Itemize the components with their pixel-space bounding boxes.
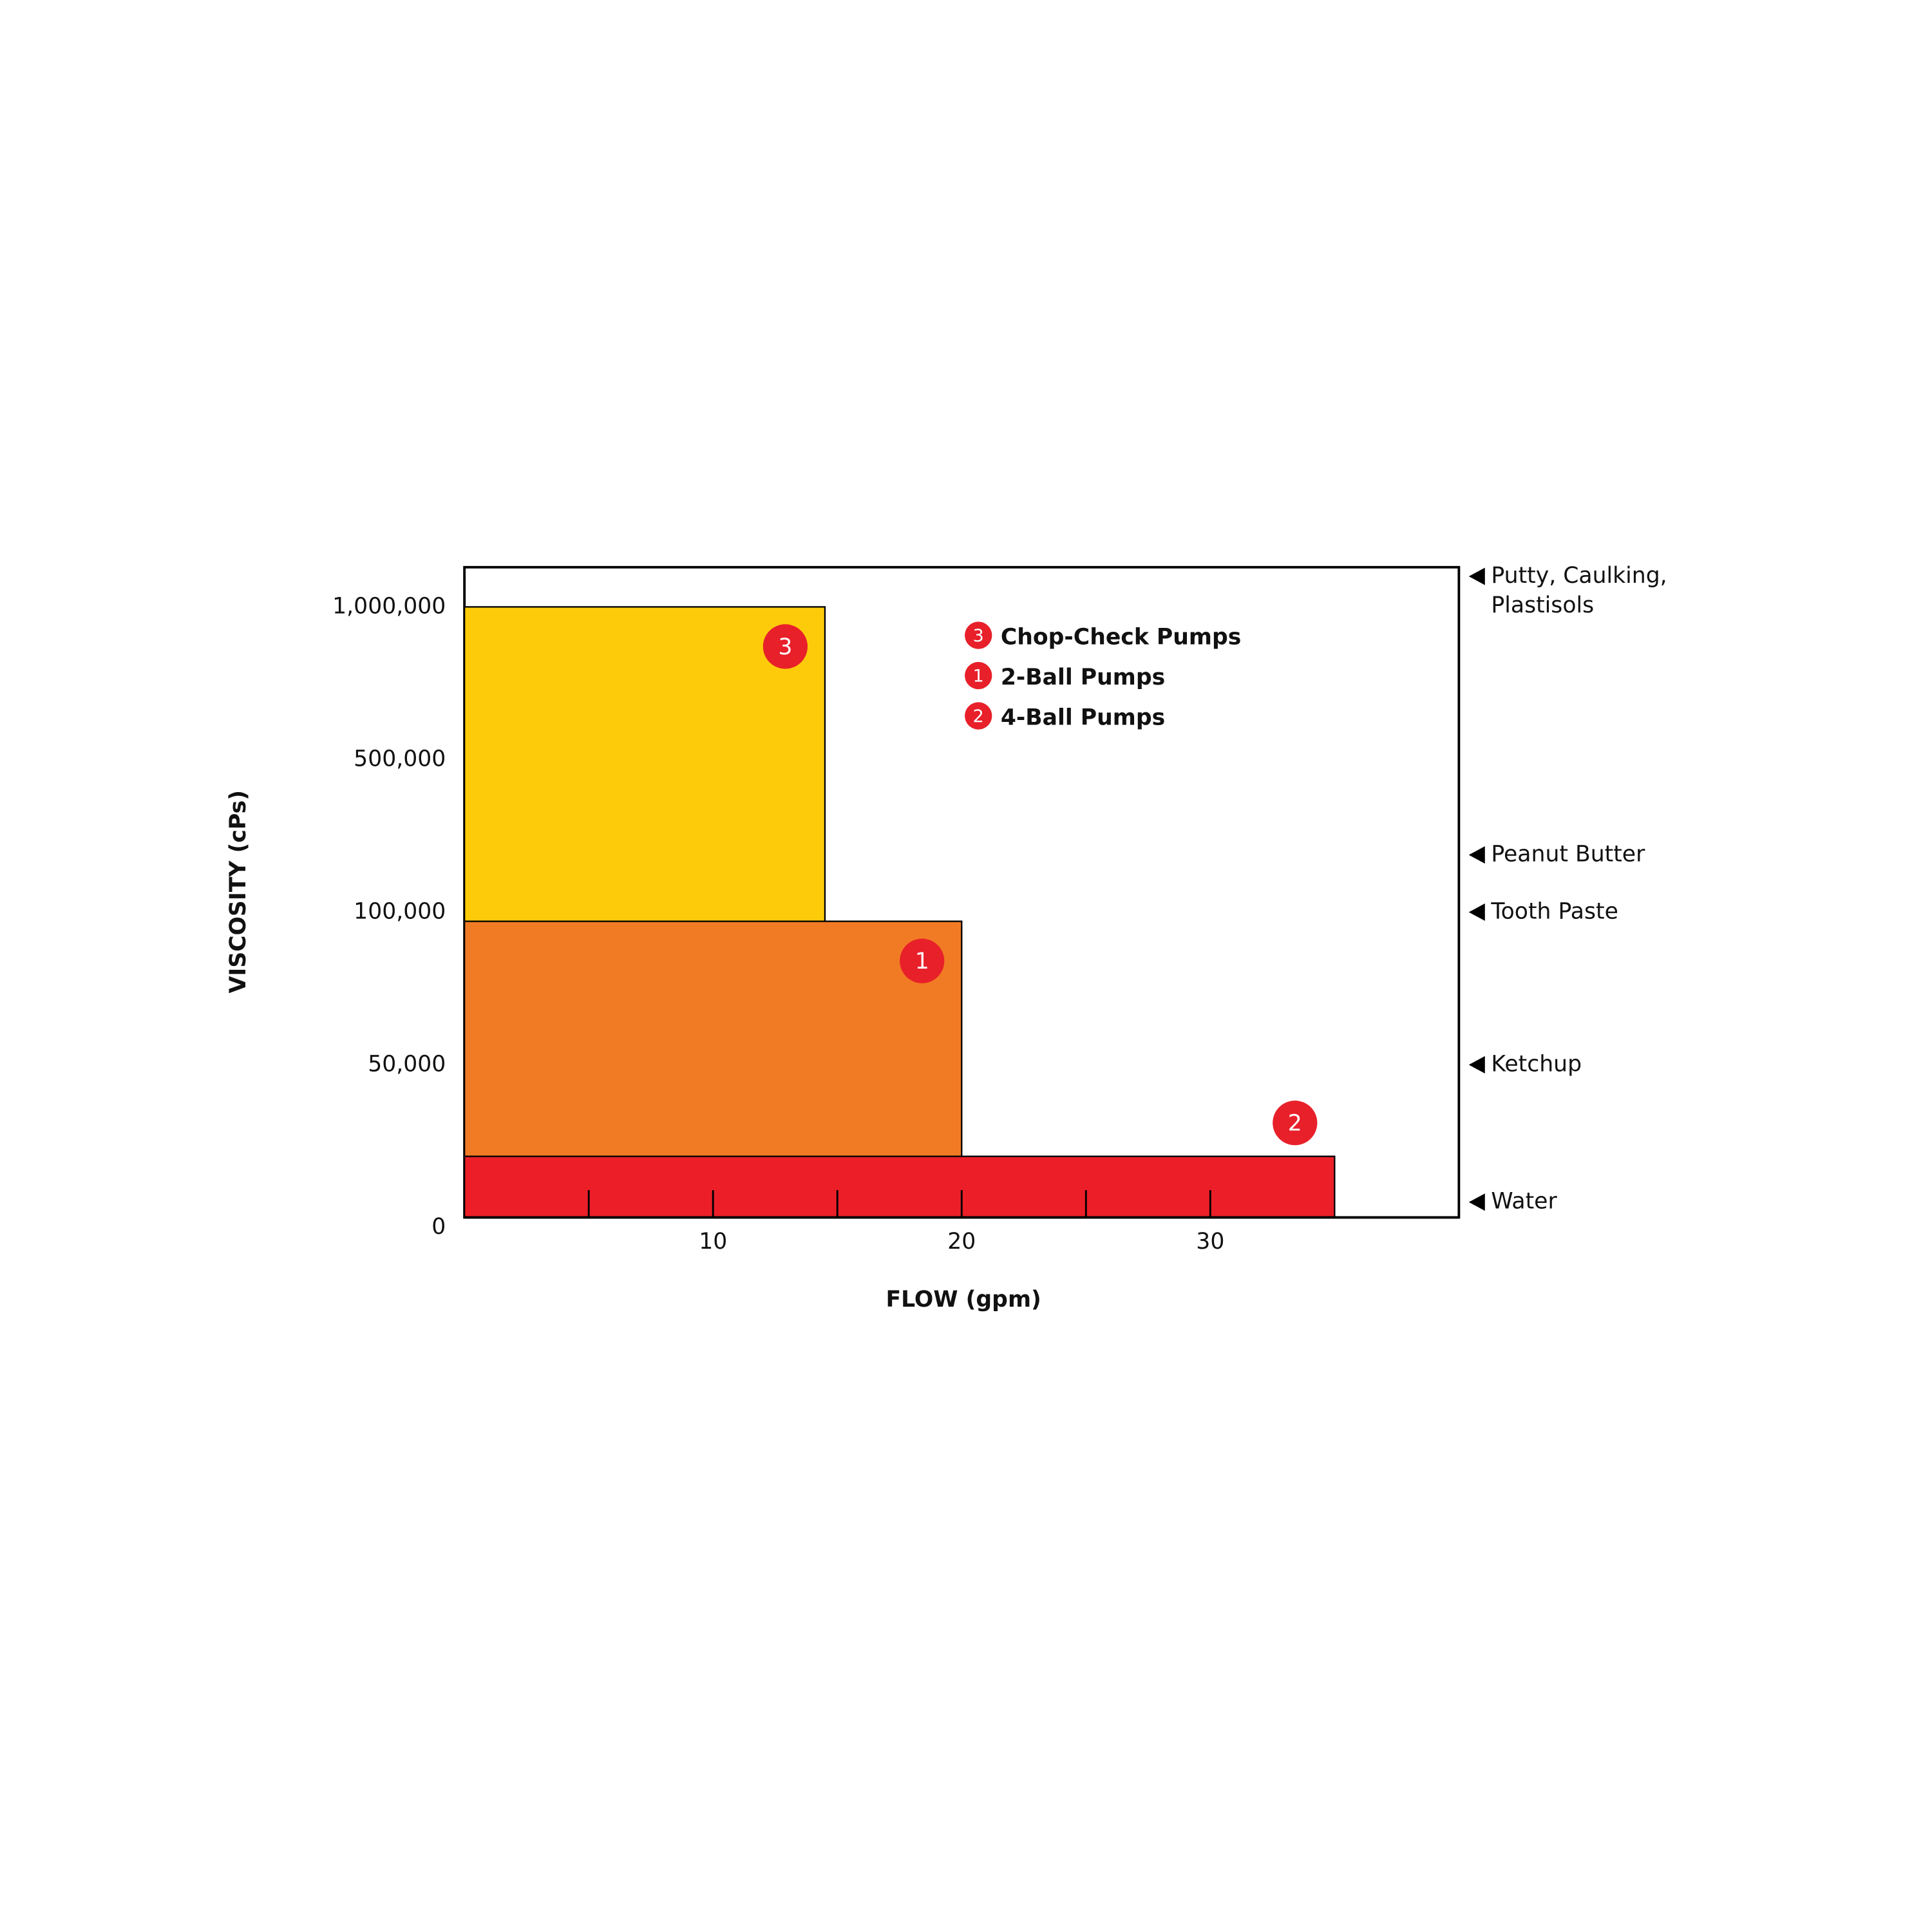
x-tick-label: 20 — [947, 1229, 976, 1255]
y-tick-label: 500,000 — [354, 746, 446, 772]
legend-badge-number: 1 — [973, 666, 984, 686]
annotation-label: Peanut Butter — [1491, 842, 1645, 867]
legend-badge-number: 3 — [973, 626, 984, 646]
legend-badge — [965, 702, 992, 730]
annotation-label: Ketchup — [1491, 1051, 1582, 1077]
annotation-label: Plastisols — [1491, 592, 1594, 618]
annotation-label: Tooth Paste — [1490, 898, 1618, 924]
y-tick-label: 0 — [431, 1214, 446, 1240]
legend-label: 4-Ball Pumps — [1001, 705, 1165, 730]
y-tick-label: 1,000,000 — [332, 593, 446, 619]
legend-label: Chop-Check Pumps — [1001, 624, 1242, 650]
x-tick-label: 10 — [699, 1229, 727, 1255]
annotation-arrow — [1468, 1193, 1485, 1211]
y-tick-label: 100,000 — [354, 898, 446, 924]
legend-label: 2-Ball Pumps — [1001, 665, 1165, 690]
badge — [1273, 1101, 1318, 1146]
y-tick-label: 50,000 — [368, 1051, 446, 1077]
y-axis-title: VISCOSITY (cPs) — [225, 790, 251, 993]
legend-badge-number: 2 — [973, 706, 984, 726]
badge-number: 1 — [915, 949, 929, 974]
annotation-arrow — [1468, 903, 1485, 921]
badge-number: 2 — [1288, 1111, 1302, 1137]
legend-badge — [965, 621, 992, 649]
annotation-label: Water — [1491, 1189, 1557, 1215]
annotation-arrow — [1468, 567, 1485, 585]
badge-number: 3 — [778, 634, 792, 660]
x-axis-title: FLOW (gpm) — [886, 1287, 1041, 1312]
annotation-label: Putty, Caulking, — [1491, 563, 1667, 589]
badge — [900, 938, 945, 983]
annotation-arrow — [1468, 1056, 1485, 1074]
annotation-arrow — [1468, 846, 1485, 864]
range-box — [463, 1155, 1336, 1218]
badge — [762, 624, 808, 669]
x-tick-label: 30 — [1196, 1229, 1224, 1255]
legend-badge — [965, 661, 992, 690]
